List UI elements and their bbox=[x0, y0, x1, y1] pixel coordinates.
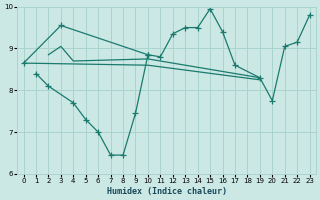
X-axis label: Humidex (Indice chaleur): Humidex (Indice chaleur) bbox=[107, 187, 227, 196]
